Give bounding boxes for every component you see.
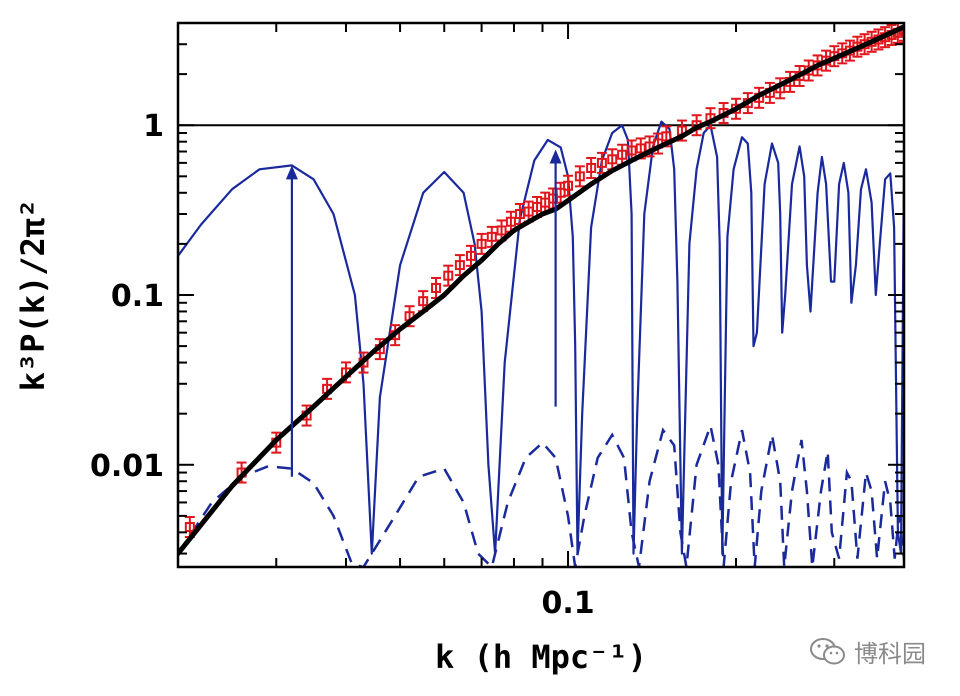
arrow-1 — [285, 165, 298, 477]
data-point — [431, 276, 442, 299]
wechat-icon — [810, 637, 845, 664]
series-line-model — [178, 24, 904, 557]
x-axis-label: k (h Mpc⁻¹) — [435, 638, 647, 676]
plot-clip-group — [178, 23, 904, 567]
data-point — [454, 254, 465, 277]
data-point — [676, 119, 687, 142]
data-points — [184, 23, 904, 539]
data-point — [586, 156, 597, 179]
y-tick-label: 1 — [143, 109, 164, 144]
data-point — [476, 232, 487, 255]
y-tick-label: 0.1 — [111, 279, 164, 314]
y-tick-label: 0.01 — [90, 449, 164, 484]
data-point — [596, 151, 607, 174]
watermark-text: 博科园 — [854, 640, 926, 668]
x-tick-label: 0.1 — [541, 586, 594, 621]
series-line-bao-solid — [178, 120, 904, 555]
axes: 0.1 0.01 0.1 1 — [90, 21, 906, 621]
data-point — [574, 165, 585, 188]
plot-frame — [176, 21, 906, 569]
y-axis-label: k³P(k)/2π² — [14, 199, 52, 392]
data-point — [443, 264, 454, 287]
series-line-bao-dashed — [178, 421, 904, 567]
watermark: 博科园 — [808, 634, 926, 669]
plot-area — [178, 23, 904, 567]
arrow-2 — [549, 149, 562, 407]
ticks — [177, 22, 905, 567]
